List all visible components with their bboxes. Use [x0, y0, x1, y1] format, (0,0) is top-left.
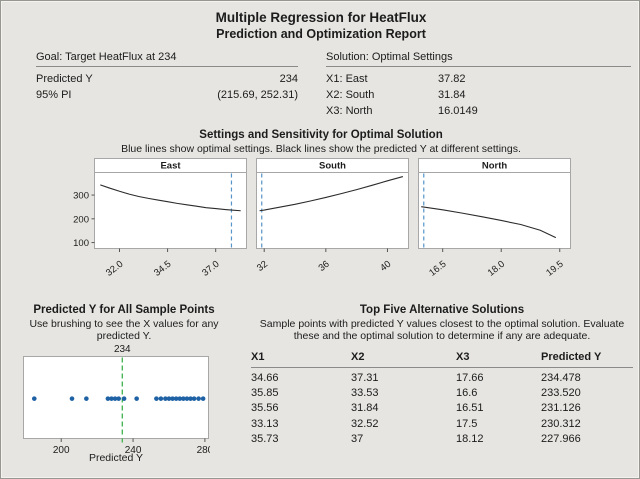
sample-points-subtitle: Use brushing to see the X values for any…: [29, 318, 219, 342]
summary-label: Predicted Y: [36, 73, 93, 85]
svg-text:300: 300: [73, 191, 89, 202]
svg-text:34.5: 34.5: [152, 259, 173, 276]
goal-header: Goal: Target HeatFlux at 234: [36, 51, 298, 67]
column-header: Predicted Y: [541, 351, 602, 363]
report-title: Multiple Regression for HeatFlux: [215, 10, 427, 25]
sample-points-title: Predicted Y for All Sample Points: [33, 304, 215, 316]
table-row: 34.66 37.31 17.66 234.478: [251, 371, 633, 386]
goal-rows: Predicted Y 234 95% PI (215.69, 252.31): [36, 71, 298, 103]
svg-text:32: 32: [256, 259, 270, 274]
summary-row: 95% PI (215.69, 252.31): [36, 87, 298, 103]
svg-text:40: 40: [378, 259, 393, 274]
svg-text:16.5: 16.5: [427, 259, 448, 276]
alternatives-table-header: X1 X2 X3 Predicted Y: [251, 351, 633, 368]
table-cell: 34.66: [251, 372, 279, 384]
table-cell: 33.13: [251, 417, 279, 430]
summary-value: 234: [279, 73, 298, 85]
table-row: 35.73 37 18.12 227.966: [251, 432, 633, 447]
report-subtitle: Prediction and Optimization Report: [216, 27, 426, 41]
sensitivity-chart-north[interactable]: North 16.5 18.0 19.5: [418, 158, 572, 281]
table-cell: 32.52: [351, 417, 379, 430]
column-header: X2: [351, 351, 365, 363]
svg-text:North: North: [482, 161, 508, 172]
table-cell: 231.126: [541, 402, 581, 415]
summary-row: Predicted Y 234: [36, 71, 298, 87]
table-cell: 17.66: [456, 372, 484, 384]
column-header: X1: [251, 351, 265, 363]
alternatives-title: Top Five Alternative Solutions: [359, 304, 525, 316]
table-cell: 18.12: [456, 432, 484, 445]
table-cell: 234.478: [541, 372, 581, 384]
solution-summary: Solution: Optimal Settings X1: East 37.82…: [326, 51, 631, 119]
summary-value: 16.0149: [438, 105, 478, 117]
svg-text:36: 36: [317, 259, 332, 274]
table-cell: 227.966: [541, 432, 581, 445]
svg-text:240: 240: [125, 445, 142, 456]
svg-text:200: 200: [73, 214, 89, 225]
table-row: 35.56 31.84 16.51 231.126: [251, 401, 633, 416]
table-row: 33.13 32.52 17.5 230.312: [251, 417, 633, 432]
solution-header: Solution: Optimal Settings: [326, 51, 631, 67]
summary-label: X2: South: [326, 89, 375, 101]
table-cell: 37.31: [351, 372, 379, 384]
table-row: 35.85 33.53 16.6 233.520: [251, 386, 633, 401]
svg-text:East: East: [160, 161, 181, 172]
dotplot-x-axis-label: Predicted Y: [88, 452, 144, 464]
table-cell: 233.520: [541, 387, 581, 400]
alternatives-table-body: 34.66 37.31 17.66 234.478 35.85 33.53 16.6 233.…: [251, 368, 633, 447]
summary-row: X2: South 31.84: [326, 87, 631, 103]
summary-label: X1: East: [326, 73, 368, 85]
table-cell: 35.73: [251, 432, 279, 445]
svg-text:200: 200: [53, 445, 70, 456]
svg-text:32.0: 32.0: [104, 259, 125, 276]
table-cell: 33.53: [351, 387, 379, 400]
column-header: X3: [456, 351, 470, 363]
svg-text:100: 100: [73, 238, 89, 249]
summary-row: X1: East 37.82: [326, 71, 631, 87]
table-cell: 16.51: [456, 402, 484, 415]
summary-value: 31.84: [438, 89, 466, 101]
sensitivity-chart-east[interactable]: East 32.0 34.5 37.0 100 200 300: [68, 158, 248, 281]
summary-value: (215.69, 252.31): [217, 89, 298, 101]
svg-text:37.0: 37.0: [200, 259, 221, 276]
alternatives-table: X1 X2 X3 Predicted Y 34.66 37.31 17.66 234.478…: [251, 351, 633, 447]
summary-label: 95% PI: [36, 89, 72, 101]
svg-text:South: South: [319, 161, 346, 172]
table-cell: 31.84: [351, 402, 379, 415]
sensitivity-chart-south[interactable]: South 32 36 40: [255, 158, 410, 281]
table-cell: 35.56: [251, 402, 279, 415]
goal-summary: Goal: Target HeatFlux at 234 Predicted Y…: [36, 51, 298, 103]
svg-text:280: 280: [197, 445, 210, 456]
optimal-value-label: 234: [113, 344, 131, 355]
svg-text:19.5: 19.5: [544, 259, 565, 276]
predicted-y-dotplot[interactable]: 200 240 280: [23, 356, 214, 465]
summary-value: 37.82: [438, 73, 466, 85]
sensitivity-title: Settings and Sensitivity for Optimal Sol…: [199, 129, 443, 141]
table-cell: 230.312: [541, 417, 581, 430]
sensitivity-subtitle: Blue lines show optimal settings. Black …: [121, 143, 521, 155]
table-cell: 35.85: [251, 387, 279, 400]
summary-label: X3: North: [326, 105, 373, 117]
alternatives-subtitle: Sample points with predicted Y values cl…: [259, 318, 625, 342]
table-cell: 17.5: [456, 417, 478, 430]
solution-rows: X1: East 37.82 X2: South 31.84 X3: North 16.0…: [326, 71, 631, 119]
table-cell: 16.6: [456, 387, 478, 400]
table-cell: 37: [351, 432, 364, 445]
svg-text:18.0: 18.0: [486, 259, 507, 276]
summary-row: X3: North 16.0149: [326, 103, 631, 119]
